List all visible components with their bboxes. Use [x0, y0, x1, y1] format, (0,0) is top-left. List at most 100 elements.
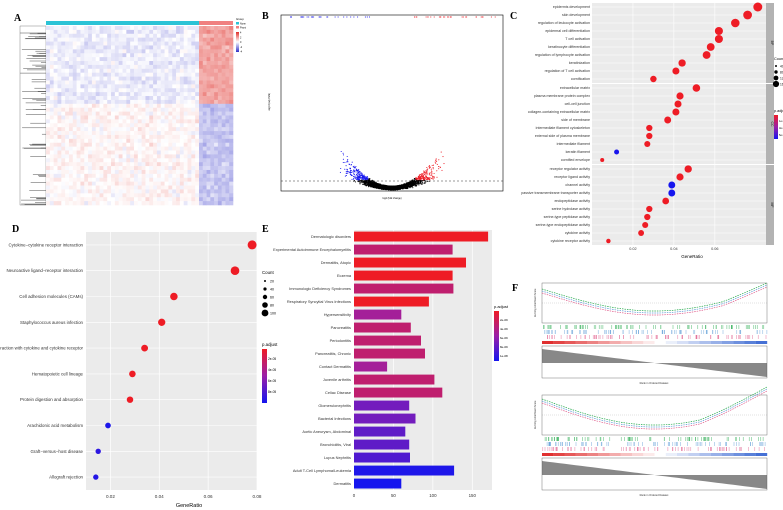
heatmap-cell [111, 33, 116, 38]
heatmap-cell [61, 107, 66, 112]
volcano-point [301, 16, 303, 18]
volcano-point [359, 183, 361, 185]
volcano-point [428, 166, 430, 168]
heatmap-cell [126, 68, 131, 73]
heatmap-cell [68, 57, 74, 62]
heatmap-cell [53, 61, 58, 66]
heatmap-cell [195, 72, 200, 77]
heatmap-cell [46, 162, 51, 167]
heatmap-cell [202, 111, 207, 116]
heatmap-cell [91, 26, 97, 31]
heatmap-cell [61, 64, 66, 70]
heatmap-cell [217, 76, 222, 81]
heatmap-cell [84, 80, 89, 85]
heatmap-cell [122, 185, 127, 190]
volcano-point [344, 161, 346, 164]
heatmap-cell [61, 189, 66, 194]
volcano-point [358, 173, 361, 175]
volcano-point [367, 184, 369, 186]
heatmap-cell [145, 61, 150, 66]
heatmap-cell [210, 127, 215, 132]
heatmap-cell [91, 146, 97, 151]
heatmap-cell [156, 37, 162, 42]
heatmap-cell [206, 201, 211, 206]
heatmap-cell [130, 127, 135, 132]
heatmap-cell [153, 72, 158, 77]
heatmap-cell [91, 154, 97, 159]
heatmap-cell [122, 61, 127, 66]
heatmap-cell [199, 123, 204, 128]
heatmap-cell [80, 166, 85, 171]
heatmap-cell [221, 177, 226, 182]
heatmap-cell [191, 26, 196, 31]
heatmap-cell [179, 123, 185, 128]
volcano-point [350, 171, 352, 174]
heatmap-cell [99, 158, 104, 163]
heatmap-cell [206, 53, 211, 58]
heatmap-cell [225, 99, 230, 105]
heatmap-cell [84, 134, 89, 140]
volcano-point [389, 187, 391, 189]
heatmap-cell [172, 189, 177, 194]
heatmap-cell [160, 142, 165, 147]
heatmap-cell [187, 115, 192, 120]
heatmap-cell [49, 45, 54, 50]
heatmap-cell [46, 96, 51, 101]
heatmap-cell [53, 111, 58, 116]
heatmap-cell [137, 64, 142, 70]
heatmap-cell [122, 127, 127, 132]
heatmap-cell [118, 29, 123, 35]
heatmap-cell [191, 127, 196, 132]
heatmap-cell [103, 158, 108, 163]
heatmap-cell [191, 123, 196, 128]
heatmap-cell [103, 72, 108, 77]
heatmap-cell [214, 146, 219, 151]
heatmap-cell [53, 64, 58, 70]
heatmap-cell [179, 57, 185, 62]
volcano-point [431, 177, 433, 179]
heatmap-cell [141, 201, 146, 206]
heatmap-cell [176, 146, 181, 151]
heatmap-cell [49, 29, 54, 35]
legend-swatch-normal [236, 22, 239, 25]
heatmap-cell [130, 64, 135, 70]
heatmap-cell [214, 68, 219, 73]
heatmap-cell [133, 181, 139, 186]
heatmap-cell [210, 181, 215, 186]
heatmap-cell [206, 99, 211, 105]
heatmap-cell [149, 173, 154, 179]
heatmap-cell [61, 146, 66, 151]
heatmap-cell [114, 150, 119, 155]
heatmap-cell [176, 88, 181, 93]
heatmap-cell [46, 107, 51, 112]
heatmap-cell [214, 99, 219, 105]
heatmap-cell [95, 197, 100, 202]
heatmap-cell [191, 115, 196, 120]
heatmap-cell [195, 92, 200, 97]
heatmap-cell [210, 173, 215, 179]
heatmap-cell [91, 138, 97, 144]
heatmap-cell [111, 26, 116, 31]
heatmap-cell [214, 29, 219, 35]
volcano-point [433, 172, 435, 175]
heatmap-cell [133, 131, 139, 136]
heatmap-cell [80, 96, 85, 101]
heatmap-cell [149, 107, 154, 112]
heatmap-cell [130, 181, 135, 186]
heatmap-cell [153, 41, 158, 46]
heatmap-cell [114, 131, 119, 136]
heatmap-cell [145, 33, 150, 38]
heatmap-cell [137, 84, 142, 89]
heatmap-cell [195, 61, 200, 66]
heatmap-cell [65, 181, 70, 186]
heatmap-cell [187, 88, 192, 93]
heatmap-cell [141, 142, 146, 147]
heatmap-cell [172, 193, 177, 198]
volcano-point [383, 184, 385, 186]
heatmap-cell [164, 146, 169, 151]
heatmap-cell [217, 37, 222, 42]
heatmap-cell [164, 162, 169, 167]
heatmap-cell [137, 103, 142, 109]
heatmap-cell [118, 173, 123, 179]
heatmap-cell [217, 150, 222, 155]
